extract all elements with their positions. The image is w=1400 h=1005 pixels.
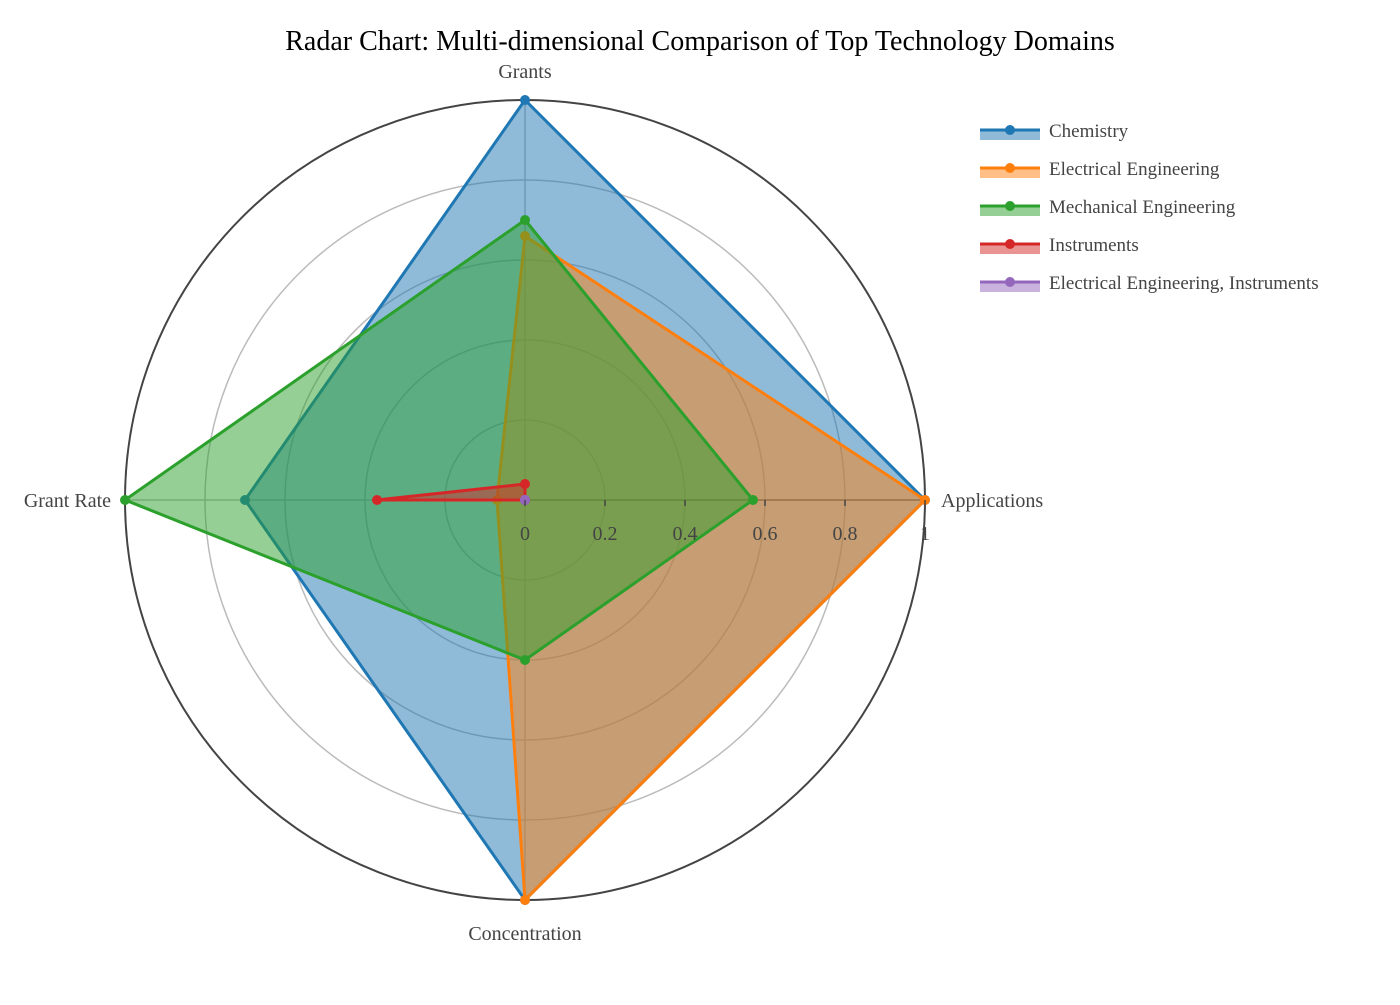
legend: Chemistry Electrical Engineering Mechanica… (980, 121, 1319, 294)
data-point-concentration (520, 655, 530, 665)
data-point-grant-rate (372, 495, 382, 505)
legend-label: Mechanical Engineering (1049, 197, 1236, 218)
radial-tick-label: 0.2 (593, 523, 618, 545)
radial-tick-label: 1 (920, 523, 930, 545)
legend-label: Chemistry (1049, 121, 1129, 142)
data-point-grants (520, 479, 530, 489)
radial-tick-label: 0 (520, 523, 530, 545)
data-point-grants (520, 95, 530, 105)
legend-item[interactable]: Electrical Engineering (980, 159, 1220, 180)
legend-item[interactable]: Chemistry (980, 121, 1129, 142)
legend-marker (1005, 277, 1015, 287)
legend-item[interactable]: Mechanical Engineering (980, 197, 1236, 218)
axis-label-concentration: Concentration (468, 923, 581, 945)
chart-title: Radar Chart: Multi-dimensional Compariso… (285, 26, 1115, 57)
radial-tick-label: 0.6 (753, 523, 778, 545)
legend-marker (1005, 125, 1015, 135)
data-point-grant-rate (120, 495, 130, 505)
legend-marker (1005, 201, 1015, 211)
series-mechanical-engineering (120, 215, 758, 665)
radar-series (120, 95, 930, 905)
radial-tick-label: 0.8 (833, 523, 858, 545)
legend-label: Electrical Engineering (1049, 159, 1220, 180)
axis-label-grants: Grants (498, 61, 552, 83)
data-point-concentration (520, 895, 530, 905)
radar-labels: 0 0.2 0.4 0.6 0.8 1 Applications Grants Grant Ra… (24, 61, 1044, 945)
axis-label-grant-rate: Grant Rate (24, 490, 111, 512)
legend-marker (1005, 163, 1015, 173)
legend-item[interactable]: Instruments (980, 235, 1139, 256)
data-point-grants (520, 215, 530, 225)
legend-marker (1005, 239, 1015, 249)
data-point-applications (748, 495, 758, 505)
legend-item[interactable]: Electrical Engineering, Instruments (980, 273, 1319, 294)
legend-label: Instruments (1049, 235, 1139, 256)
axis-label-applications: Applications (941, 490, 1043, 512)
series-area (375, 482, 527, 502)
legend-label: Electrical Engineering, Instruments (1049, 273, 1319, 294)
radial-tick-label: 0.4 (673, 523, 698, 545)
